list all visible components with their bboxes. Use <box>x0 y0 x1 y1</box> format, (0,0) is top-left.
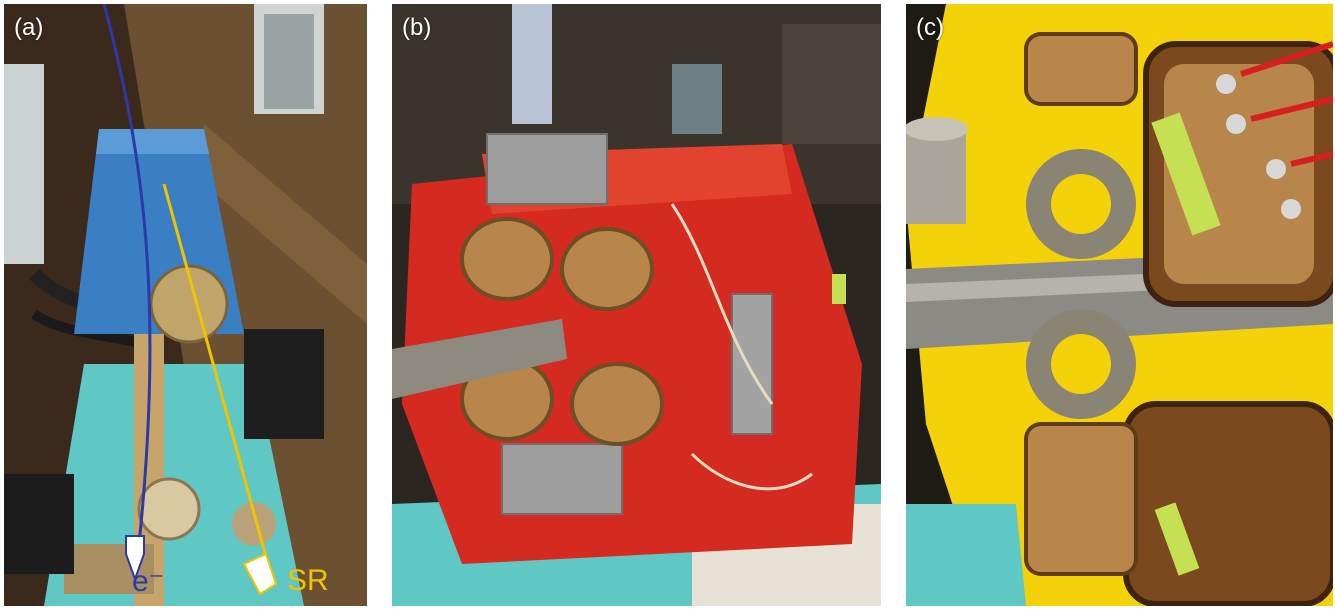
electron-beam-line <box>102 4 152 545</box>
beamline-photo <box>4 4 367 606</box>
panel-label-c: (c) <box>916 14 944 41</box>
panel-label-a: (a) <box>14 14 44 41</box>
electron-arrow-icon <box>125 535 145 582</box>
sextupole-photo <box>906 4 1333 606</box>
quadrupole-photo <box>392 4 881 606</box>
panel-label-b: (b) <box>402 14 432 41</box>
photo-panel-b: (b) <box>392 4 881 606</box>
sr-arrow-icon <box>242 552 278 596</box>
sr-beam-line <box>162 183 274 580</box>
girder <box>906 504 1026 606</box>
photo-panel-c: (c) <box>906 4 1333 606</box>
electron-label: e⁻ <box>132 565 165 598</box>
sr-label: SR <box>287 564 329 597</box>
photo-panel-a: (a) e⁻ SR <box>4 4 367 606</box>
